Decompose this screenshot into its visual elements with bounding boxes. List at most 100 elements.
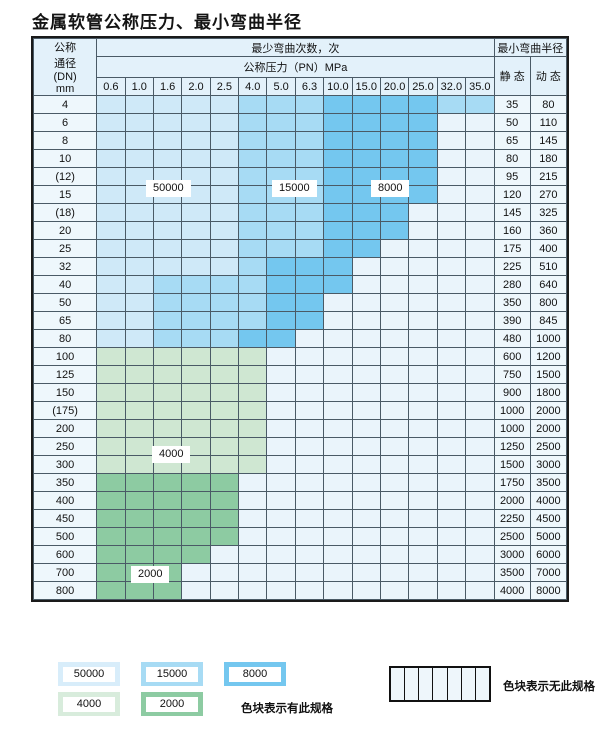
- spec-cell-filled: [323, 239, 353, 258]
- table-row: 8 65 145: [32, 131, 568, 150]
- spec-cell-filled: [96, 293, 126, 312]
- spec-cell-empty: [408, 509, 438, 528]
- spec-cell-empty: [323, 473, 353, 492]
- spec-cell-filled: [124, 581, 154, 600]
- spec-cell-filled: [96, 203, 126, 222]
- radius-static-value: 175: [493, 239, 531, 258]
- spec-cell-filled: [294, 311, 325, 330]
- radius-static-value: 1000: [493, 419, 531, 438]
- spec-cell-filled: [96, 563, 126, 582]
- spec-cell-empty: [351, 329, 381, 348]
- spec-cell-empty: [323, 365, 353, 384]
- spec-cell-empty: [351, 311, 381, 330]
- radius-static-value: 480: [493, 329, 531, 348]
- table-row: 125 750 1500: [32, 365, 568, 384]
- spec-cell-filled: [96, 275, 126, 294]
- spec-cell-filled: [124, 347, 154, 366]
- spec-cell-filled: [181, 347, 211, 366]
- dn-value: (18): [32, 203, 98, 222]
- spec-cell-empty: [408, 293, 438, 312]
- radius-static-value: 95: [493, 167, 531, 186]
- spec-cell-filled: [124, 545, 154, 564]
- spec-cell-filled: [351, 239, 381, 258]
- spec-cell-filled: [266, 311, 296, 330]
- spec-cell-filled: [238, 95, 268, 114]
- header-dn-line-4: mm: [55, 83, 75, 95]
- spec-cell-filled: [181, 527, 211, 546]
- spec-cell-filled: [408, 149, 438, 168]
- spec-cell-filled: [351, 131, 381, 150]
- radius-dynamic-value: 5000: [529, 527, 568, 546]
- spec-cell-empty: [351, 347, 381, 366]
- spec-cell-filled: [152, 275, 183, 294]
- spec-cell-filled: [152, 149, 183, 168]
- dn-value: 80: [32, 329, 98, 348]
- radius-dynamic-value: 2500: [529, 437, 568, 456]
- radius-static-value: 50: [493, 113, 531, 132]
- table-header: 公称 通径 (DN) mm 最少弯曲次数，次 最小弯曲半径 公称压力（PN）MP…: [32, 38, 568, 96]
- spec-cell-filled: [96, 455, 126, 474]
- spec-cell-filled: [238, 365, 268, 384]
- spec-cell-empty: [408, 203, 438, 222]
- spec-cell-filled: [96, 365, 126, 384]
- spec-cell-filled: [181, 491, 211, 510]
- spec-cell-empty: [465, 131, 495, 150]
- spec-cell-empty: [465, 491, 495, 510]
- spec-cell-filled: [238, 329, 268, 348]
- radius-static-value: 1500: [493, 455, 531, 474]
- spec-cell-filled: [209, 455, 240, 474]
- spec-cell-filled: [96, 491, 126, 510]
- spec-cell-filled: [266, 329, 296, 348]
- spec-cell-filled: [96, 131, 126, 150]
- spec-cell-empty: [351, 437, 381, 456]
- spec-cell-empty: [408, 401, 438, 420]
- spec-cell-empty: [465, 455, 495, 474]
- spec-cell-empty: [436, 383, 467, 402]
- spec-cell-filled: [351, 203, 381, 222]
- spec-cell-filled: [209, 113, 240, 132]
- spec-cell-filled: [294, 203, 325, 222]
- spec-cell-filled: [96, 347, 126, 366]
- spec-cell-filled: [209, 401, 240, 420]
- header-pressure-col-11: 25.0: [408, 77, 438, 96]
- spec-cell-empty: [351, 527, 381, 546]
- spec-cell-filled: [124, 491, 154, 510]
- spec-cell-empty: [379, 491, 410, 510]
- radius-dynamic-value: 2000: [529, 401, 568, 420]
- spec-cell-filled: [124, 311, 154, 330]
- spec-cell-empty: [465, 527, 495, 546]
- spec-cell-empty: [266, 491, 296, 510]
- legend-swatch-value: 2000: [146, 696, 198, 712]
- spec-cell-empty: [351, 509, 381, 528]
- radius-static-value: 350: [493, 293, 531, 312]
- spec-cell-filled: [96, 95, 126, 114]
- spec-cell-filled: [209, 221, 240, 240]
- spec-cell-empty: [408, 473, 438, 492]
- spec-cell-filled: [152, 419, 183, 438]
- spec-cell-filled: [96, 311, 126, 330]
- spec-cell-empty: [408, 365, 438, 384]
- spec-cell-empty: [379, 239, 410, 258]
- spec-cell-filled: [181, 383, 211, 402]
- spec-cell-filled: [181, 329, 211, 348]
- spec-cell-empty: [181, 563, 211, 582]
- legend-swatch: 15000: [141, 662, 203, 686]
- spec-cell-empty: [436, 329, 467, 348]
- spec-cell-filled: [96, 401, 126, 420]
- spec-cell-empty: [266, 437, 296, 456]
- spec-cell-empty: [266, 527, 296, 546]
- spec-cell-filled: [124, 329, 154, 348]
- spec-cell-empty: [379, 383, 410, 402]
- spec-cell-filled: [323, 185, 353, 204]
- spec-cell-filled: [294, 275, 325, 294]
- radius-static-value: 2250: [493, 509, 531, 528]
- radius-static-value: 600: [493, 347, 531, 366]
- spec-cell-filled: [181, 473, 211, 492]
- spec-cell-empty: [266, 383, 296, 402]
- spec-cell-filled: [96, 419, 126, 438]
- spec-cell-filled: [181, 401, 211, 420]
- spec-cell-filled: [266, 275, 296, 294]
- spec-cell-empty: [294, 473, 325, 492]
- spec-cell-filled: [379, 221, 410, 240]
- hatch-stripe: [476, 668, 489, 700]
